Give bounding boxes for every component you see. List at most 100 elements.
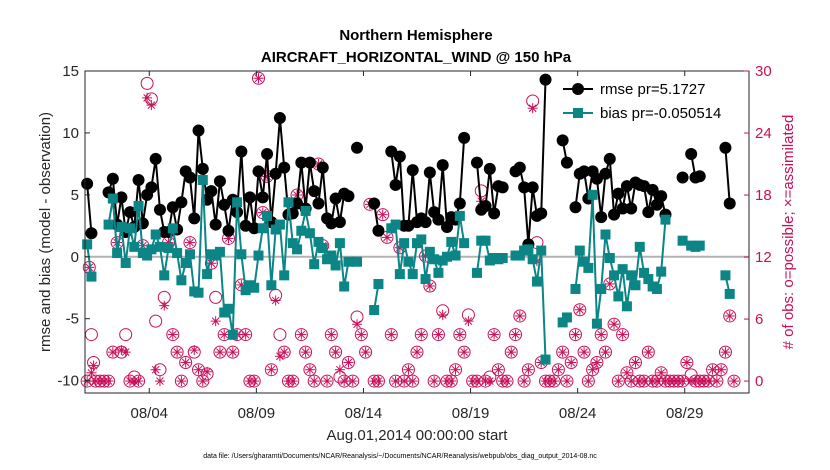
obs-possible-marker xyxy=(213,345,227,359)
legend-bias-label: bias pr=-0.050514 xyxy=(600,105,721,122)
obs-assimilated-marker xyxy=(347,376,358,387)
bias-series xyxy=(82,174,735,365)
obs-possible-marker xyxy=(509,328,523,342)
obs-possible-marker xyxy=(170,345,184,359)
obs-possible-marker xyxy=(457,345,471,359)
obs-assimilated-marker xyxy=(437,309,448,320)
bias-point xyxy=(292,244,303,255)
obs-assimilated-marker xyxy=(626,376,637,387)
y-axis-label-left: rmse and bias (model - observation) xyxy=(37,112,54,352)
obs-possible-marker xyxy=(226,345,240,359)
rmse-point xyxy=(556,134,569,147)
obs-assimilated-marker xyxy=(189,345,200,356)
obs-possible-marker xyxy=(183,236,197,250)
obs-assimilated-marker xyxy=(339,376,350,387)
bias-point xyxy=(343,256,354,267)
rmse-point xyxy=(393,150,406,163)
rmse-point xyxy=(261,147,274,160)
bias-point xyxy=(369,305,380,316)
obs-assimilated-marker xyxy=(214,347,225,358)
y-right-tick-label: 12 xyxy=(755,249,772,266)
obs-assimilated-marker xyxy=(454,329,465,340)
obs-assimilated-marker xyxy=(471,376,482,387)
rmse-series xyxy=(81,73,736,251)
rmse-point xyxy=(693,170,706,183)
obs-possible-marker xyxy=(303,363,317,377)
obs-possible-marker xyxy=(487,328,501,342)
obs-assimilated-marker xyxy=(390,376,401,387)
obs-assimilated-marker xyxy=(561,376,572,387)
rmse-point xyxy=(603,152,616,165)
obs-assimilated-marker xyxy=(330,347,341,358)
obs-assimilated-marker xyxy=(450,364,461,375)
bias-point xyxy=(257,223,268,234)
obs-possible-marker xyxy=(196,374,210,388)
obs-assimilated-marker xyxy=(304,364,315,375)
obs-possible-marker xyxy=(179,355,193,369)
obs-possible-marker xyxy=(294,328,308,342)
rmse-point xyxy=(625,202,638,215)
obs-assimilated-marker xyxy=(172,347,183,358)
x-tick-label: 08/04 xyxy=(130,405,168,422)
y-left-tick-label: 10 xyxy=(62,125,79,142)
obs-possible-marker xyxy=(491,363,505,377)
bias-point xyxy=(163,243,174,254)
obs-possible-marker xyxy=(427,374,441,388)
obs-assimilated-marker xyxy=(180,357,191,368)
obs-assimilated-marker xyxy=(651,376,662,387)
bias-point xyxy=(214,246,225,257)
bias-point xyxy=(424,246,435,257)
bias-point xyxy=(459,238,470,249)
obs-possible-marker xyxy=(453,328,467,342)
obs-assimilated-marker xyxy=(407,376,418,387)
y-left-tick-label: 5 xyxy=(71,187,79,204)
obs-possible-marker xyxy=(723,309,737,323)
obs-assimilated-marker xyxy=(643,347,654,358)
rmse-point xyxy=(213,175,226,188)
bias-point xyxy=(352,256,363,267)
bias-point xyxy=(287,238,298,249)
obs-assimilated-marker xyxy=(184,237,195,248)
rmse-point xyxy=(252,165,265,178)
obs-assimilated-marker xyxy=(570,329,581,340)
rmse-point xyxy=(513,161,526,174)
obs-assimilated-marker xyxy=(270,295,281,306)
obs-assimilated-marker xyxy=(150,364,161,375)
rmse-point xyxy=(423,166,436,179)
bias-point xyxy=(416,234,427,245)
bias-point xyxy=(227,329,238,340)
data-file-footnote: data file: /Users/gharamti/Documents/NCA… xyxy=(203,453,597,460)
obs-assimilated-marker xyxy=(463,316,474,327)
obs-possible-marker xyxy=(513,309,527,323)
bias-point xyxy=(313,236,324,247)
rmse-point xyxy=(432,213,445,226)
obs-possible-marker xyxy=(354,328,368,342)
obs-assimilated-marker xyxy=(296,329,307,340)
obs-assimilated-marker xyxy=(382,232,393,243)
rmse-point xyxy=(183,171,196,184)
bias-point xyxy=(527,254,538,265)
rmse-point xyxy=(106,172,119,185)
legend-rmse-label: rmse pr=5.1727 xyxy=(600,81,705,98)
rmse-point xyxy=(526,181,539,194)
obs-possible-marker xyxy=(654,366,668,380)
obs-assimilated-marker xyxy=(356,329,367,340)
rmse-point xyxy=(599,167,612,180)
obs-assimilated-marker xyxy=(639,376,650,387)
obs-assimilated-marker xyxy=(501,376,512,387)
obs-possible-marker xyxy=(431,328,445,342)
bias-point xyxy=(617,264,628,275)
rmse-point xyxy=(488,207,501,220)
x-tick-label: 08/29 xyxy=(666,405,704,422)
obs-assimilated-marker xyxy=(711,376,722,387)
obs-possible-marker xyxy=(119,328,133,342)
rmse-point xyxy=(616,202,629,215)
obs-possible-marker xyxy=(556,345,570,359)
obs-assimilated-marker xyxy=(360,347,371,358)
bias-point xyxy=(373,279,384,290)
obs-possible-marker xyxy=(410,345,424,359)
bias-point xyxy=(497,253,508,264)
bias-point xyxy=(296,225,307,236)
obs-assimilated-marker xyxy=(377,209,388,220)
